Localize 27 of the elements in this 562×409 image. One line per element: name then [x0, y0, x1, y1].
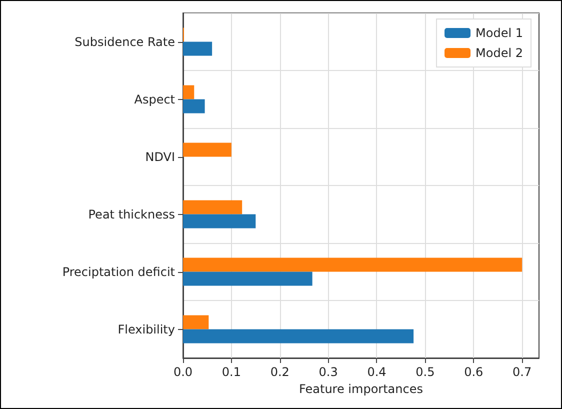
- x-tick-label: 0.6: [464, 365, 484, 379]
- x-tick-label: 0.5: [416, 365, 435, 379]
- bar: [183, 85, 194, 100]
- x-axis-title: Feature importances: [299, 382, 423, 396]
- legend-label: Model 1: [476, 26, 524, 40]
- x-tick-label: 0.4: [367, 365, 386, 379]
- y-tick-label: Flexibility: [118, 322, 175, 336]
- bar: [183, 200, 242, 214]
- y-tick-label: Preciptation deficit: [62, 264, 176, 279]
- y-tick-label: Peat thickness: [88, 207, 175, 222]
- bar: [183, 142, 232, 157]
- y-tick-label: Subsidence Rate: [74, 34, 175, 49]
- x-tick-label: 0.1: [222, 365, 241, 379]
- bar: [183, 99, 205, 114]
- legend-label: Model 2: [476, 46, 524, 60]
- x-tick-label: 0.2: [270, 365, 290, 379]
- bar: [183, 258, 522, 272]
- x-tick-label: 0.3: [318, 365, 338, 379]
- bar: [183, 315, 209, 330]
- x-tick-label: 0.7: [512, 365, 532, 379]
- bar: [183, 329, 414, 344]
- bar: [183, 214, 256, 228]
- bar: [183, 272, 312, 286]
- x-tick-label: 0.0: [173, 365, 193, 379]
- bar: [183, 42, 212, 56]
- y-tick-label: Aspect: [134, 92, 176, 106]
- y-tick-label: NDVI: [145, 150, 175, 164]
